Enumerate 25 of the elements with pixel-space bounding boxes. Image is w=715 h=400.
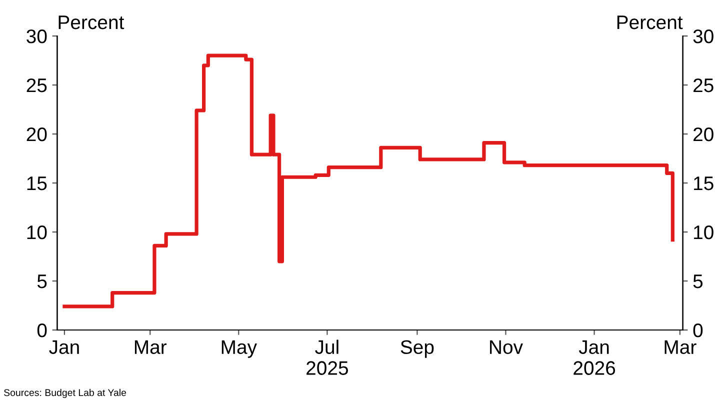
y2-tick-label: 30 [693, 29, 714, 44]
y-tick-label: 30 [26, 29, 47, 44]
y2-tick-label: 0 [693, 323, 703, 338]
y2-axis-title: Percent [617, 16, 683, 30]
y2-tick-label: 5 [693, 274, 703, 288]
y2-tick-label: 25 [694, 78, 714, 92]
y-tick-label: 20 [26, 127, 47, 142]
y-tick-label: 15 [27, 176, 47, 190]
y2-tick-label: 15 [694, 176, 714, 190]
x-tick-label: May [222, 340, 257, 358]
x-tick-label: Mar [134, 340, 167, 354]
y2-tick-label: 20 [694, 127, 714, 142]
y-tick-label: 25 [26, 78, 47, 92]
source-note: Sources: Budget Lab at Yale [4, 388, 126, 398]
y-tick-label: 5 [37, 274, 47, 288]
y2-tick-label: 10 [694, 225, 714, 240]
x-tick-label: Sep [400, 340, 434, 358]
y-tick-label: 0 [37, 323, 47, 338]
y-axis-title: Percent [58, 16, 124, 30]
x-tick-label: Jan 2026 [574, 340, 616, 375]
x-tick-label: Jul 2025 [306, 340, 348, 375]
x-tick-label: Mar [664, 340, 696, 354]
x-tick-label: Jan [49, 340, 79, 354]
y-tick-label: 10 [27, 225, 47, 240]
x-tick-label: Nov [490, 340, 523, 354]
